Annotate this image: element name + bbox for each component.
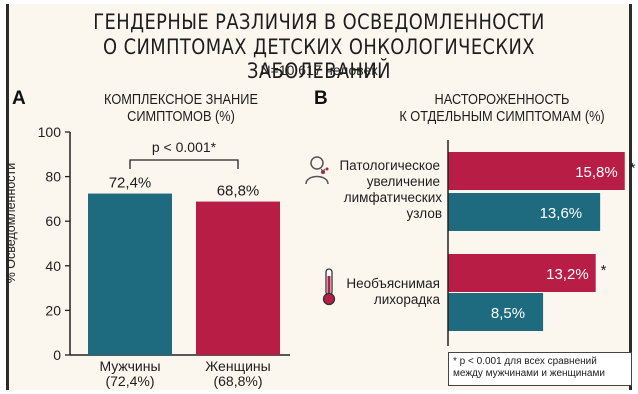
panel-b-star: *: [630, 160, 636, 177]
panel-b-bar-male: [448, 293, 544, 331]
panel-b-title: НАСТОРОЖЕННОСТЬ К ОТДЕЛЬНЫМ СИМПТОМАМ (%…: [388, 92, 617, 126]
panel-a-y-tick-label: 40: [45, 258, 61, 274]
panel-b-item-fever-line1: Необъяснимая: [346, 276, 440, 291]
panel-a-category-male: Мужчины (72,4%): [85, 359, 175, 389]
panel-b-value-label-male: 13,6%: [540, 205, 583, 222]
panel-b-item-lymph-line2: увеличение: [366, 174, 440, 189]
person-lymph-node-icon: [305, 156, 329, 185]
panel-a-y-tick-label: 80: [45, 169, 61, 185]
panel-b-title-line1: НАСТОРОЖЕННОСТЬ: [434, 92, 570, 108]
figure-title-line2: О СИМПТОМАХ ДЕТСКИХ ОНКОЛОГИЧЕСКИХ ЗАБОЛ…: [103, 35, 535, 83]
panel-b-bar-female: [448, 152, 625, 190]
panel-a-title: КОМПЛЕКСНОЕ ЗНАНИЕ СИМПТОМОВ (%): [80, 92, 282, 126]
thermometer-icon: [322, 268, 336, 306]
footnote-line2: между мужчинами и женщинами: [453, 368, 605, 379]
panel-a-category-female: Женщины (68,8%): [193, 359, 283, 389]
panel-a-significance-bracket: [129, 159, 239, 169]
panel-a-y-tick-label: 60: [45, 213, 61, 229]
panel-b-value-label-female: 15,8%: [575, 164, 618, 181]
panel-b-footnote: * p < 0.001 для всех сравнений между муж…: [448, 352, 632, 386]
panel-b-star: *: [601, 262, 607, 279]
panel-a-letter: A: [12, 88, 26, 109]
panel-b-letter: B: [314, 88, 328, 109]
panel-b-item-lymph-label: Патологическое увеличение лимфатических …: [320, 158, 442, 222]
panel-a-significance-label: p < 0.001*: [152, 139, 217, 155]
panel-b-value-label-female: 13,2%: [546, 266, 589, 283]
panel-a-bar-male: [88, 193, 172, 355]
panel-a-category-female-label: Женщины: [205, 358, 271, 374]
panel-b-bar-male: [448, 193, 601, 231]
panel-b-item-lymph-line1: Патологическое: [339, 158, 440, 173]
panel-a-category-male-sub: (72,4%): [105, 373, 155, 389]
panel-a-y-tick-label: 0: [53, 347, 61, 363]
figure-title-line1: ГЕНДЕРНЫЕ РАЗЛИЧИЯ В ОСВЕДОМЛЕННОСТИ: [93, 10, 545, 34]
panel-a-title-line1: КОМПЛЕКСНОЕ ЗНАНИЕ: [104, 92, 258, 108]
panel-a-y-tick-label: 100: [38, 124, 62, 140]
panel-b-item-fever-line2: лихорадка: [373, 292, 440, 307]
panel-b-bar-female: [448, 254, 596, 292]
panel-a-title-line2: СИМПТОМОВ (%): [127, 109, 235, 125]
footnote-line1: * p < 0.001 для всех сравнений: [453, 356, 597, 367]
panel-a-y-tick-label: 20: [45, 302, 61, 318]
panel-a-value-label-male: 72,4%: [109, 175, 152, 192]
panel-b-title-line2: К ОТДЕЛЬНЫМ СИМПТОМАМ (%): [399, 109, 605, 125]
panel-a-category-male-label: Мужчины: [99, 358, 161, 374]
panel-b-item-fever-label: Необъяснимая лихорадка: [330, 276, 440, 308]
panel-a-category-female-sub: (68,8%): [213, 373, 263, 389]
panel-a-bar-female: [196, 201, 280, 355]
figure-subtitle: N=10 617 человек: [260, 62, 378, 78]
panel-b-item-lymph-line3: лимфатических узлов: [343, 190, 442, 221]
panel-a-value-label-female: 68,8%: [217, 183, 260, 200]
panel-b-value-label-male: 8,5%: [491, 305, 525, 322]
